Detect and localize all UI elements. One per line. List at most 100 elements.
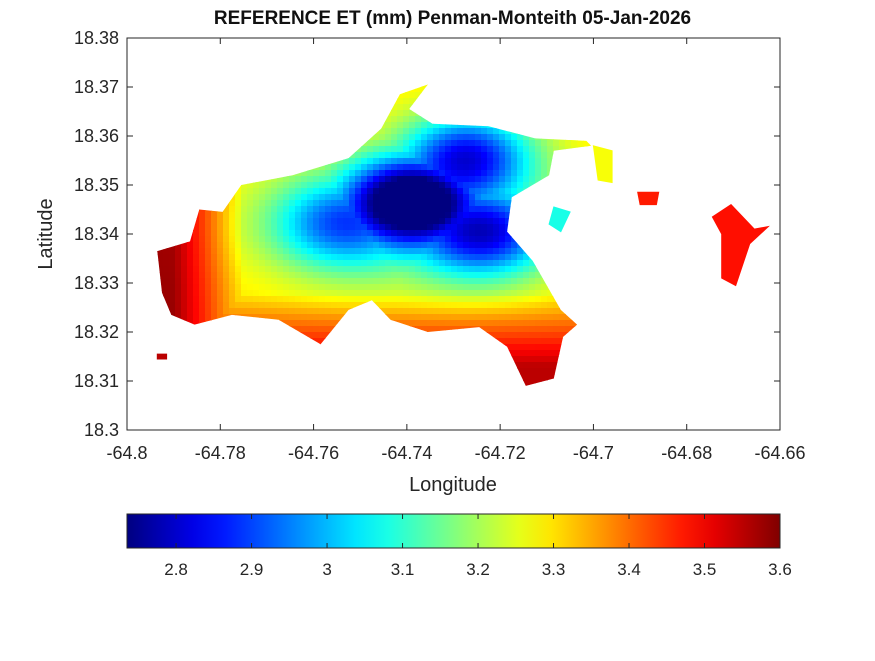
et-cell: [409, 230, 416, 237]
et-cell: [517, 140, 524, 147]
et-cell: [259, 242, 266, 249]
et-cell: [499, 278, 506, 285]
et-cell: [223, 290, 230, 297]
et-cell: [517, 152, 524, 159]
et-cell: [313, 230, 320, 237]
et-cell: [421, 182, 428, 189]
et-cell: [409, 308, 416, 315]
et-cell: [229, 212, 236, 219]
et-cell: [301, 302, 308, 309]
et-cell: [415, 242, 422, 249]
et-cell: [553, 350, 560, 357]
et-cell: [421, 116, 428, 123]
et-cell: [295, 248, 302, 255]
et-cell: [271, 272, 278, 279]
et-cell: [361, 182, 368, 189]
et-cell: [277, 212, 284, 219]
et-cell: [229, 224, 236, 231]
et-cell: [295, 218, 302, 225]
et-cell: [439, 128, 446, 135]
et-cell: [529, 152, 536, 159]
et-cell: [451, 140, 458, 147]
et-cell: [415, 188, 422, 195]
et-cell: [247, 194, 254, 201]
et-cell: [361, 248, 368, 255]
et-cell: [307, 290, 314, 297]
et-cell: [511, 332, 518, 339]
et-cell: [355, 296, 362, 303]
et-cell: [259, 230, 266, 237]
et-cell: [247, 308, 254, 315]
et-cell: [181, 242, 188, 249]
et-cell: [409, 110, 416, 117]
et-cell: [289, 272, 296, 279]
et-cell: [337, 194, 344, 201]
et-cell: [241, 302, 248, 309]
et-cell: [331, 194, 338, 201]
et-cell: [499, 200, 506, 207]
et-cell: [523, 356, 530, 363]
et-cell: [517, 320, 524, 327]
et-cell: [355, 206, 362, 213]
et-cell: [541, 140, 548, 147]
et-cell: [457, 158, 464, 165]
et-cell: [331, 320, 338, 327]
et-cell: [385, 296, 392, 303]
et-cell: [301, 254, 308, 261]
et-cell: [331, 212, 338, 219]
et-cell: [469, 230, 476, 237]
et-cell: [193, 266, 200, 273]
et-cell: [343, 170, 350, 177]
et-cell: [373, 254, 380, 261]
et-cell: [517, 158, 524, 165]
et-cell: [181, 290, 188, 297]
et-cell: [253, 212, 260, 219]
colorbar-gradient: [126, 513, 781, 549]
et-cell: [445, 242, 452, 249]
et-cell: [385, 308, 392, 315]
et-cell: [433, 308, 440, 315]
et-cell: [469, 248, 476, 255]
et-cell: [547, 164, 554, 171]
et-cell: [337, 302, 344, 309]
et-cell: [457, 284, 464, 291]
et-cell: [415, 140, 422, 147]
et-cell: [475, 194, 482, 201]
et-cell: [523, 146, 530, 153]
et-cell: [193, 254, 200, 261]
et-cell: [367, 236, 374, 243]
et-cell: [241, 224, 248, 231]
et-cell: [325, 266, 332, 273]
et-cell: [361, 170, 368, 177]
et-cell: [427, 176, 434, 183]
et-cell: [343, 194, 350, 201]
et-cell: [253, 200, 260, 207]
et-cell: [439, 260, 446, 267]
et-cell: [343, 272, 350, 279]
et-cell: [277, 260, 284, 267]
et-cell: [433, 242, 440, 249]
et-cell: [445, 230, 452, 237]
et-cell: [433, 218, 440, 225]
et-cell: [523, 380, 530, 386]
et-cell: [355, 302, 362, 309]
et-cell: [361, 146, 368, 153]
et-cell: [541, 146, 548, 153]
et-cell: [337, 182, 344, 189]
et-cell: [529, 284, 536, 291]
et-cell: [271, 308, 278, 315]
et-cell: [451, 194, 458, 201]
et-cell: [247, 242, 254, 249]
et-cell: [529, 266, 536, 273]
et-cell: [241, 254, 248, 261]
et-cell: [409, 164, 416, 171]
et-cell: [271, 242, 278, 249]
et-cell: [223, 254, 230, 261]
et-cell: [355, 188, 362, 195]
et-cell: [229, 302, 236, 309]
et-cell: [313, 326, 320, 333]
et-cell: [319, 188, 326, 195]
et-cell: [511, 344, 518, 351]
et-cell: [211, 260, 218, 267]
